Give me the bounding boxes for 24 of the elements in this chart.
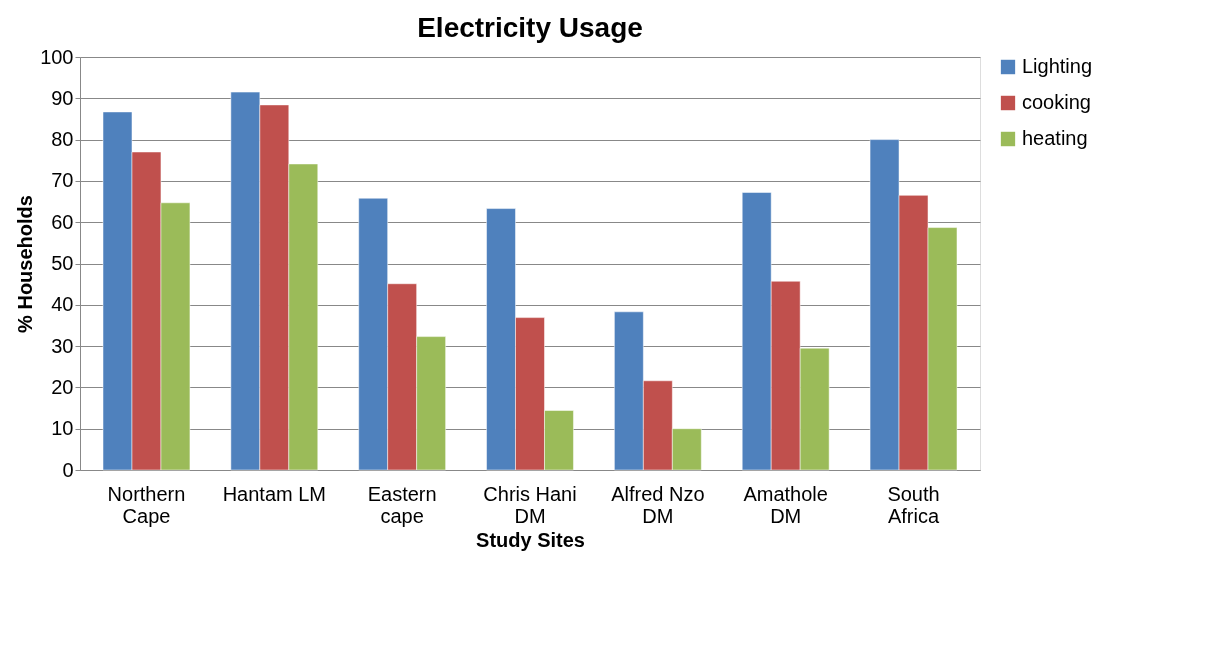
- x-tick-label: Hantam LM: [222, 482, 327, 505]
- y-tick-label: 10: [51, 417, 74, 440]
- y-axis-title: % Households: [14, 195, 37, 333]
- x-tick-label: Northern Cape: [107, 482, 186, 527]
- x-tick-label: Alfred Nzo DM: [611, 482, 705, 527]
- y-tick-label: 60: [51, 210, 74, 233]
- y-tick-label: 70: [51, 169, 74, 192]
- y-tick-label: 30: [51, 334, 74, 357]
- legend-label: heating: [1022, 127, 1088, 149]
- y-tick-label: 100: [40, 45, 74, 68]
- y-tick-label: 90: [51, 86, 74, 109]
- y-tick-label: 80: [51, 128, 74, 151]
- chart-title: Electricity Usage: [417, 12, 643, 43]
- x-axis-title: Study Sites: [476, 528, 585, 551]
- x-tick-label: South Africa: [887, 482, 940, 527]
- legend-label: cooking: [1022, 91, 1091, 113]
- legend-label: Lighting: [1022, 55, 1093, 77]
- x-tick-label: Amathole DM: [743, 482, 828, 527]
- y-tick-label: 40: [51, 293, 74, 316]
- y-tick-label: 20: [51, 375, 74, 398]
- x-tick-label: Eastern cape: [367, 482, 437, 527]
- x-tick-label: Chris Hani DM: [483, 482, 577, 527]
- y-tick-label: 0: [62, 458, 74, 481]
- y-tick-label: 50: [51, 252, 74, 274]
